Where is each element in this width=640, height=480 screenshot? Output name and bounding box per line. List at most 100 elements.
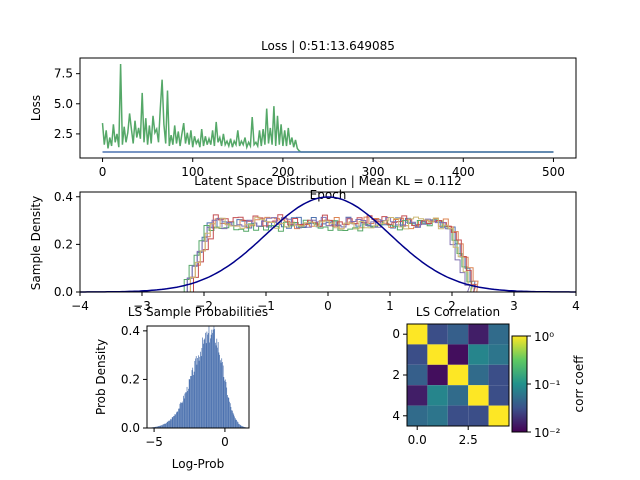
logprob-bar [164, 423, 165, 428]
logprob-bar [200, 356, 202, 428]
logprob-bar [171, 419, 172, 428]
loss-axes-frame [79, 57, 577, 159]
logprob-bar [201, 348, 203, 428]
logprob-bar [212, 329, 214, 428]
heatmap-cell [427, 364, 448, 386]
logprob-bar [209, 342, 211, 428]
logprob-bar [190, 376, 191, 428]
logprob-bar [195, 358, 196, 428]
logprob-title: LS Sample Probabilities [128, 305, 268, 319]
logprob-bar [228, 397, 230, 428]
logprob-bar [187, 390, 189, 428]
logprob-bar [236, 421, 238, 428]
logprob-ytick-label: 0.0 [121, 421, 140, 435]
heatmap-cell [447, 364, 469, 386]
logprob-bar [202, 337, 203, 428]
logprob-bar [159, 425, 161, 428]
heatmap-cell [427, 405, 448, 426]
logprob-bar [203, 339, 205, 428]
logprob-bar [202, 343, 204, 428]
loss-xtick-label: 300 [362, 165, 385, 179]
heatmap-xtick-label: 0.0 [408, 433, 427, 447]
latent-histogram-3 [188, 214, 477, 293]
logprob-bar [234, 416, 235, 428]
logprob-bar [200, 351, 201, 428]
logprob-bar [205, 332, 206, 428]
latent-title: Latent Space Distribution | Mean KL = 0.… [194, 174, 461, 188]
logprob-bar [239, 424, 240, 428]
loss-title: Loss | 0:51:13.649085 [261, 39, 395, 53]
latent-xtick-label: 0 [324, 299, 332, 313]
logprob-bar [234, 418, 236, 428]
logprob-bar [162, 424, 164, 428]
colorbar [511, 335, 528, 433]
logprob-bar [205, 343, 207, 428]
latent-ytick-label: 0.0 [54, 285, 73, 299]
logprob-bar [176, 412, 177, 428]
heatmap-cell [407, 324, 428, 345]
logprob-bar [198, 360, 200, 428]
latent-normal-curve [80, 196, 576, 293]
heatmap-cell [468, 364, 489, 386]
logprob-bar [220, 362, 222, 428]
logprob-bar [156, 426, 157, 428]
logprob-bar [158, 426, 160, 428]
logprob-bar [169, 420, 171, 428]
logprob-panel: LS Sample Probabilities Prob Density Log… [94, 305, 268, 471]
correlation-panel: LS Correlation 0.0 2.5 0 2 4 10⁰ 10⁻¹ 10⁻² cor… [392, 305, 586, 447]
heatmap-cell [488, 405, 509, 426]
logprob-bar [156, 426, 158, 428]
logprob-bar [239, 424, 241, 428]
logprob-bar [219, 354, 220, 428]
logprob-bar [215, 342, 216, 428]
latent-histogram-5 [185, 216, 474, 293]
logprob-bar [177, 411, 179, 428]
logprob-bar [172, 416, 174, 428]
latent-panel: Latent Space Distribution | Mean KL = 0.… [29, 174, 580, 313]
logprob-bar [225, 381, 227, 428]
heatmap-cell [468, 344, 489, 365]
logprob-bar [189, 379, 191, 428]
latent-xtick-label: −4 [71, 299, 89, 313]
latent-histogram-1 [185, 216, 479, 293]
logprob-bar [211, 329, 213, 428]
logprob-bar [170, 418, 172, 428]
heatmap-cell [488, 385, 509, 406]
heatmap-cell [447, 344, 469, 365]
loss-ylabel: Loss [29, 95, 43, 121]
heatmap-cell [468, 324, 489, 345]
logprob-bar [227, 397, 229, 428]
heatmap-cell [407, 385, 428, 406]
logprob-bar [199, 356, 201, 428]
logprob-bar [174, 414, 176, 428]
heatmap-cell [447, 385, 469, 406]
logprob-bar [226, 387, 228, 428]
logprob-bar [223, 377, 225, 428]
heatmap-cell [488, 324, 509, 345]
correlation-plot-area: 0.0 2.5 0 2 4 [392, 324, 509, 447]
colorbar-ticks: 10⁰ 10⁻¹ 10⁻² [527, 330, 561, 440]
loss-xtick-label: 0 [99, 165, 107, 179]
logprob-bar [175, 414, 177, 428]
colorbar-tick-label: 10⁰ [534, 330, 554, 344]
logprob-bar [181, 403, 183, 428]
logprob-bar [243, 426, 245, 428]
logprob-bar [238, 423, 240, 428]
latent-histogram-2 [179, 219, 473, 293]
logprob-bar [183, 395, 184, 428]
latent-plot-area: −4 −3 −2 −1 0 1 2 3 4 0.0 0.2 0.4 [54, 190, 580, 313]
logprob-bar [183, 398, 185, 428]
loss-ytick-label: 5.0 [54, 97, 73, 111]
logprob-bar [192, 367, 194, 428]
latent-ylabel: Sample Density [29, 196, 43, 290]
heatmap-cell [468, 405, 489, 426]
logprob-bar [224, 380, 225, 428]
logprob-plot-area: −5 0 0.0 0.2 0.4 [121, 324, 247, 449]
logprob-bar [176, 411, 178, 428]
logprob-bar [168, 420, 170, 428]
logprob-bar [235, 419, 237, 428]
logprob-bar [186, 386, 188, 428]
logprob-bar [161, 425, 162, 428]
logprob-xlabel: Log-Prob [172, 457, 224, 471]
